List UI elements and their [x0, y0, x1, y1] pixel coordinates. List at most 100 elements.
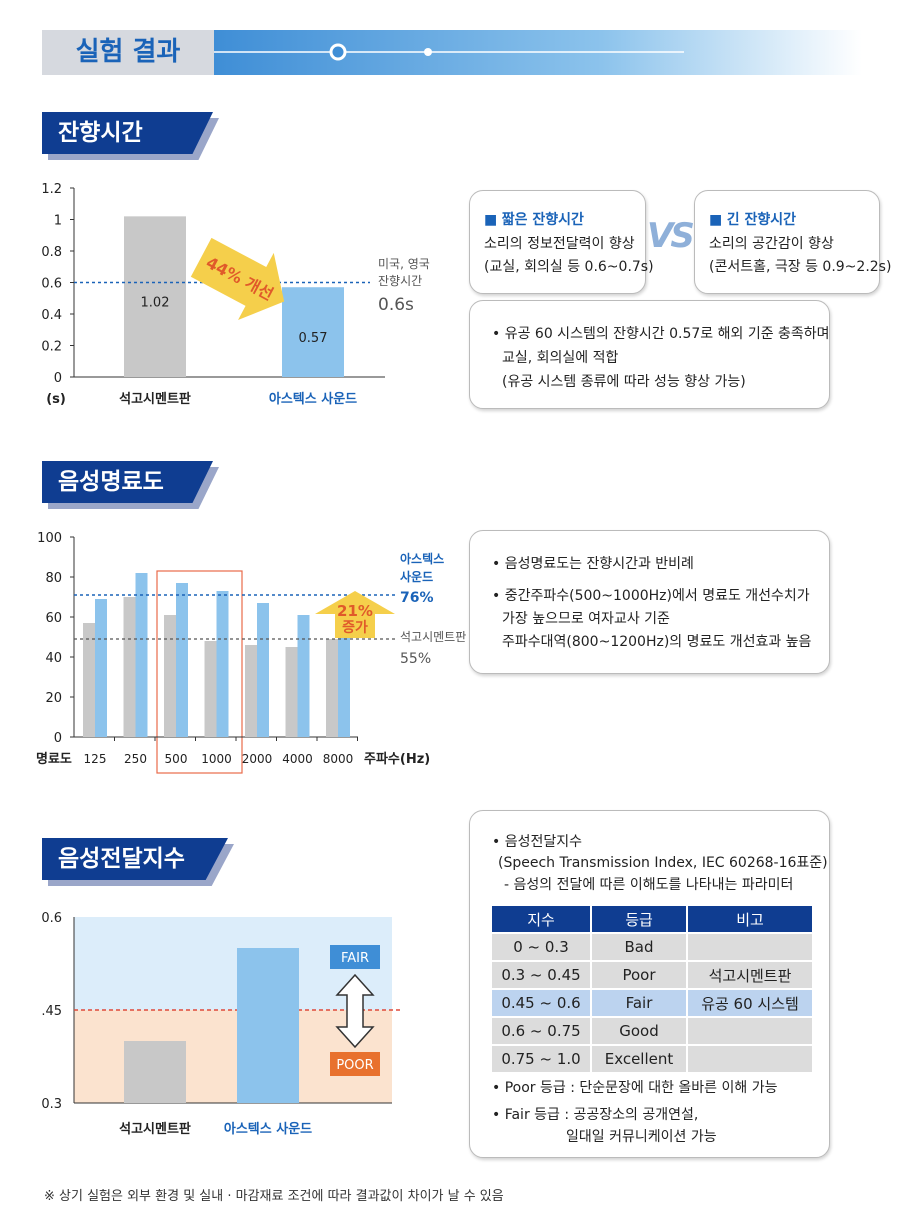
card-long-line2: (콘서트홀, 극장 등 0.9~2.2s): [709, 259, 892, 275]
bar-astex: [297, 615, 310, 737]
reference-label: 잔향시간: [378, 274, 422, 288]
y-axis-label: 명료도: [36, 751, 72, 767]
section-title-clarity: 음성명료도: [42, 461, 219, 509]
x-tick-label: 125: [84, 752, 107, 766]
y-axis-unit: (s): [46, 392, 66, 407]
bar-gypsum: [285, 647, 298, 737]
sti-bullet-fair: • Fair 등급 : 공공장소의 공개연설,: [492, 1107, 699, 1123]
bar-astex: [338, 631, 350, 737]
x-tick-label: 4000: [282, 752, 313, 766]
reference-label: 석고시멘트판: [400, 630, 466, 644]
section-title-sti: 음성전달지수: [42, 838, 234, 886]
sti-grade-table: 지수 등급 비고 0 ~ 0.3 Bad 0.3 ~ 0.45 Poor 석고시멘트판…: [490, 904, 814, 1074]
bar-gypsum: [164, 615, 176, 737]
bar-gypsum: [326, 639, 338, 737]
double-arrow-icon: [335, 973, 375, 1049]
sti-info-line3: - 음성의 전달에 따른 이해도를 나타내는 파라미터: [504, 877, 794, 893]
increase-label: 21%: [337, 602, 373, 620]
y-tick-label: 0.6: [41, 277, 62, 292]
card-short-title: 짧은 잔향시간: [501, 212, 584, 228]
bar-gypsum: [123, 597, 136, 737]
y-tick-label: 0: [54, 731, 62, 746]
x-tick-label: 500: [165, 752, 188, 766]
x-tick-label: 아스텍스 사운드: [224, 1121, 312, 1137]
table-header: 지수: [492, 906, 590, 932]
reverb-note-line3: (유공 시스템 종류에 따라 성능 향상 가능): [502, 374, 746, 390]
reverb-note-box: • 유공 60 시스템의 잔향시간 0.57로 해외 기준 충족하며 교실, 회…: [469, 300, 830, 409]
poor-badge-label: POOR: [336, 1058, 373, 1073]
bar-gypsum: [245, 645, 257, 737]
reverb-note-line2: 교실, 회의실에 적합: [502, 350, 619, 366]
section-title-reverb: 잔향시간: [42, 112, 219, 160]
y-tick-label: 1: [54, 214, 62, 229]
bar: [282, 287, 344, 377]
table-row: 0.75 ~ 1.0 Excellent: [492, 1046, 812, 1072]
y-tick-label: .45: [41, 1004, 62, 1019]
clarity-note-line3: 가장 높으므로 여자교사 기준: [502, 611, 670, 627]
footer-note: ※ 상기 실험은 외부 환경 및 실내 · 마감재료 조건에 따라 결과값이 차…: [44, 1189, 504, 1204]
clarity-note-box: • 음성명료도는 잔향시간과 반비례 • 중간주파수(500~1000Hz)에서…: [469, 530, 830, 674]
sti-bullet-fair-cont: 일대일 커뮤니케이션 가능: [566, 1129, 717, 1145]
reference-label: 사운드: [400, 569, 433, 584]
reference-label: 아스텍스: [400, 551, 444, 566]
clarity-note-line2: • 중간주파수(500~1000Hz)에서 명료도 개선수치가: [492, 588, 810, 604]
bar: [124, 1041, 186, 1103]
y-tick-label: 80: [45, 571, 62, 586]
data-label: 0.57: [299, 331, 328, 346]
highlight-box: [156, 570, 243, 774]
bar-astex: [257, 603, 269, 737]
y-tick-label: 40: [45, 651, 62, 666]
y-tick-label: 0.2: [41, 340, 62, 355]
increase-label: 증가: [342, 620, 368, 636]
y-tick-label: 0.3: [41, 1097, 62, 1112]
table-header: 비고: [688, 906, 812, 932]
bullet-icon: ■: [484, 212, 502, 228]
bar-astex: [216, 591, 229, 737]
x-axis-label: 주파수(Hz): [364, 752, 430, 767]
reference-label: 미국, 영국: [378, 257, 430, 271]
y-tick-label: 60: [45, 611, 62, 626]
table-row-highlight: 0.45 ~ 0.6 Fair 유공 60 시스템: [492, 990, 812, 1016]
card-long-reverb: ■ 긴 잔향시간 소리의 공간감이 향상 (콘서트홀, 극장 등 0.9~2.2…: [694, 190, 891, 294]
y-tick-label: 100: [37, 531, 62, 546]
data-label: 1.02: [141, 296, 170, 311]
sti-info-line2: (Speech Transmission Index, IEC 60268-16…: [498, 855, 828, 871]
card-short-reverb: ■ 짧은 잔향시간 소리의 정보전달력이 향상 (교실, 회의실 등 0.6~0…: [469, 190, 654, 294]
reference-value: 55%: [400, 651, 431, 667]
bar-astex: [176, 583, 188, 737]
y-tick-label: 0.4: [41, 308, 62, 323]
sti-chart: 0.3 .45 0.6 석고시멘트판 아스텍스 사운드 FAIR POOR: [41, 911, 402, 1137]
y-tick-label: 0.6: [41, 911, 62, 926]
x-tick-label: 석고시멘트판: [119, 391, 191, 407]
card-short-line1: 소리의 정보전달력이 향상: [484, 236, 635, 252]
y-tick-label: 0.8: [41, 245, 62, 260]
bar-gypsum: [204, 641, 217, 737]
x-tick-label: 8000: [323, 752, 354, 766]
fair-badge-label: FAIR: [341, 951, 369, 966]
reference-value: 0.6s: [378, 295, 414, 315]
card-short-line2: (교실, 회의실 등 0.6~0.7s): [484, 259, 654, 275]
vs-mark: VS: [647, 216, 695, 256]
fair-badge: [330, 945, 380, 969]
header-decoration: [214, 43, 684, 61]
poor-badge: [330, 1052, 380, 1076]
card-long-title: 긴 잔향시간: [726, 212, 796, 228]
sti-info-box: • 음성전달지수 (Speech Transmission Index, IEC…: [469, 810, 830, 1158]
sti-bullet-poor: • Poor 등급 : 단순문장에 대한 올바른 이해 가능: [492, 1080, 778, 1096]
arrow-shape: [190, 237, 285, 321]
table-row: 0.6 ~ 0.75 Good: [492, 1018, 812, 1044]
y-tick-label: 1.2: [41, 182, 62, 197]
table-row: 0.3 ~ 0.45 Poor 석고시멘트판: [492, 962, 812, 988]
clarity-note-line4: 주파수대역(800~1200Hz)의 명료도 개선효과 높음: [502, 634, 812, 650]
y-tick-label: 0: [54, 371, 62, 386]
bar-gypsum: [83, 623, 95, 737]
increase-arrow: [315, 591, 395, 638]
page-title: 실험 결과: [75, 37, 181, 67]
bar-astex: [135, 573, 148, 737]
reverb-chart: 0 0.2 0.4 0.6 0.8 1 1.2 (s) 1.02 석고시멘트판 0.57 아스텍스 사…: [41, 182, 430, 407]
x-tick-label: 250: [124, 752, 147, 766]
table-row: 0 ~ 0.3 Bad: [492, 934, 812, 960]
reverb-note-line1: • 유공 60 시스템의 잔향시간 0.57로 해외 기준 충족하며: [492, 326, 830, 342]
bar: [237, 948, 299, 1103]
y-tick-label: 20: [45, 691, 62, 706]
